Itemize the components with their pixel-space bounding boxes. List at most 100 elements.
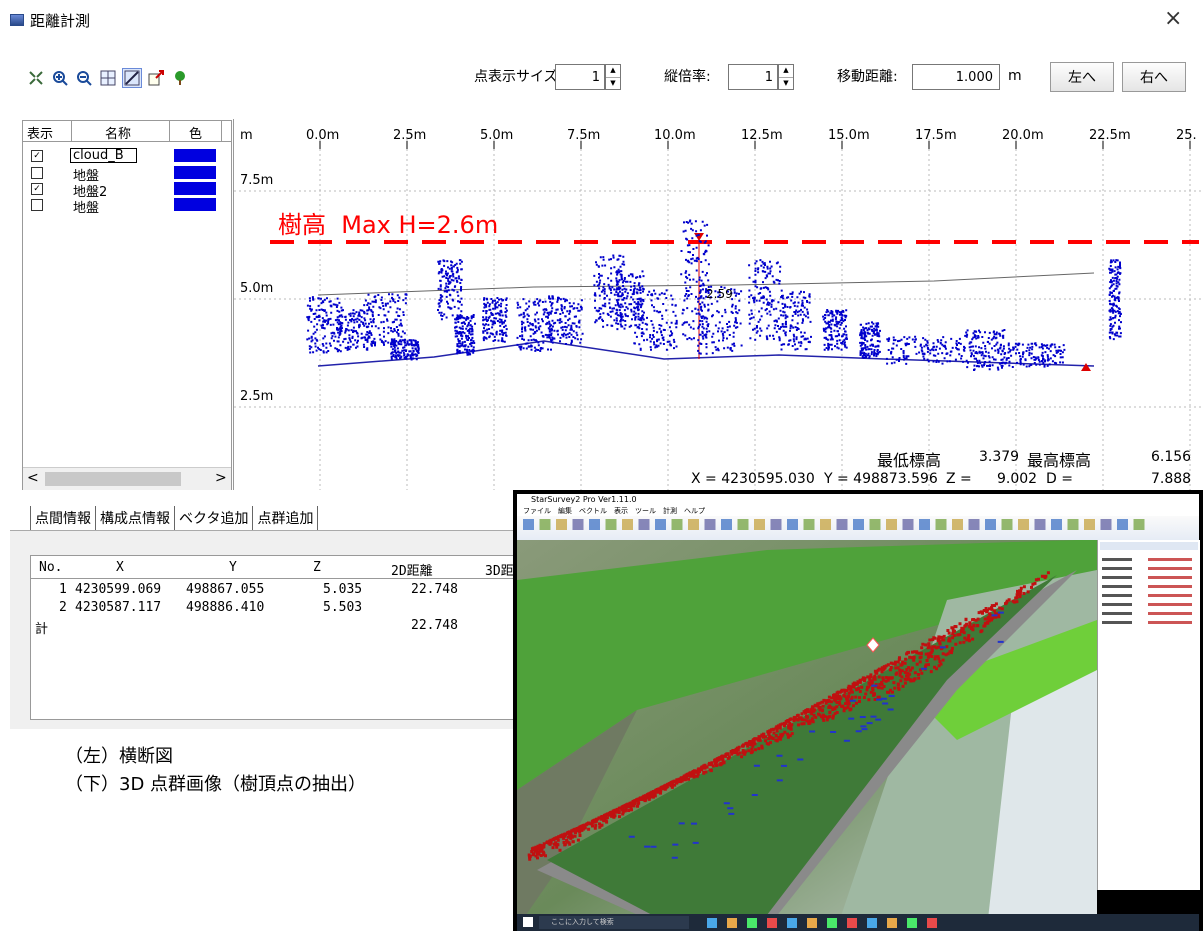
x-tick-label: 5.0m bbox=[480, 128, 514, 143]
layer-name: 地盤 bbox=[73, 201, 100, 216]
z-value: 9.002 bbox=[997, 471, 1038, 487]
row1-2d: 22.748 bbox=[411, 582, 458, 597]
grid-icon[interactable] bbox=[98, 68, 118, 88]
x-tick-label: 10.0m bbox=[654, 128, 696, 143]
layer-checkbox[interactable] bbox=[31, 167, 43, 179]
cursor-x: X = 4230595.030 bbox=[691, 471, 815, 487]
tab-vertex-info[interactable]: 構成点情報 bbox=[96, 506, 175, 530]
vertical-scale-stepper[interactable]: ▲ ▼ bbox=[778, 64, 794, 90]
tree-icon[interactable] bbox=[170, 68, 190, 88]
point-size-stepper[interactable]: ▲ ▼ bbox=[605, 64, 621, 90]
inset-ribbon bbox=[517, 516, 1199, 541]
col-z: Z bbox=[313, 560, 321, 575]
vertical-scale-input[interactable]: 1 bbox=[728, 64, 778, 90]
layer-list: 表示 名称 色 ✓ cloud_B 地盤 ✓ 地盤2 地盤 < > bbox=[22, 120, 232, 490]
info-tabs: 点間情報 構成点情報 ベクタ追加 点群追加 bbox=[30, 506, 319, 530]
fit-icon[interactable] bbox=[26, 68, 46, 88]
distance-value: 7.888 bbox=[1151, 471, 1192, 487]
move-right-button[interactable]: 右へ bbox=[1122, 62, 1186, 92]
scroll-right-icon[interactable]: > bbox=[215, 470, 227, 486]
layer-checkbox[interactable]: ✓ bbox=[31, 183, 43, 195]
row2-z: 5.503 bbox=[323, 600, 363, 615]
inset-layer-panel bbox=[1097, 540, 1200, 890]
toolbar bbox=[26, 68, 190, 90]
layer-name: 地盤 bbox=[73, 169, 100, 184]
vertical-scale-label: 縦倍率: bbox=[664, 69, 711, 85]
start-icon bbox=[523, 917, 533, 927]
tab-point-info[interactable]: 点間情報 bbox=[30, 506, 96, 530]
layer-name: 地盤2 bbox=[73, 185, 108, 200]
y-tick-label: 2.5m bbox=[240, 389, 274, 404]
zoom-in-icon[interactable] bbox=[50, 68, 70, 88]
layer-row[interactable]: ✓ cloud_B bbox=[23, 148, 231, 163]
row1-z: 5.035 bbox=[323, 582, 363, 597]
layer-row[interactable]: 地盤 bbox=[23, 165, 231, 184]
col-2d-distance: 2D距離 bbox=[391, 564, 433, 579]
row1-no: 1 bbox=[59, 582, 67, 597]
cursor-z-label: Z = bbox=[946, 471, 972, 487]
layer-checkbox[interactable] bbox=[31, 199, 43, 211]
window-icon bbox=[10, 14, 24, 26]
header-visible: 表示 bbox=[27, 127, 54, 142]
x-tick-label: 7.5m bbox=[567, 128, 601, 143]
layer-color-swatch[interactable] bbox=[174, 149, 216, 162]
layer-row[interactable]: 地盤 bbox=[23, 197, 231, 216]
x-tick-label: 0.0m bbox=[306, 128, 340, 143]
cross-section-canvas[interactable] bbox=[234, 119, 1203, 490]
layer-row[interactable]: ✓ 地盤2 bbox=[23, 181, 231, 200]
move-distance-label: 移動距離: bbox=[837, 69, 898, 85]
point-size-input[interactable]: 1 bbox=[555, 64, 605, 90]
col-x: X bbox=[116, 560, 124, 575]
x-tick-label: 25. bbox=[1176, 128, 1197, 143]
x-tick-label: 22.5m bbox=[1089, 128, 1131, 143]
x-axis-unit: m bbox=[240, 128, 253, 143]
col-3d-distance: 3D距 bbox=[485, 564, 514, 579]
tab-add-pointcloud[interactable]: 点群追加 bbox=[253, 506, 319, 530]
header-color: 色 bbox=[189, 127, 203, 142]
col-y: Y bbox=[229, 560, 237, 575]
horizontal-scrollbar[interactable]: < > bbox=[23, 467, 231, 490]
x-tick-label: 15.0m bbox=[828, 128, 870, 143]
layer-color-swatch[interactable] bbox=[174, 198, 216, 211]
inset-menu: ファイル 編集 ベクトル 表示 ツール 計測 ヘルプ bbox=[517, 506, 1199, 516]
inset-title: StarSurvey2 Pro Ver1.11.0 bbox=[517, 494, 1199, 506]
row1-x: 4230599.069 bbox=[75, 582, 162, 597]
cursor-y: Y = 498873.596 bbox=[824, 471, 938, 487]
x-tick-label: 12.5m bbox=[741, 128, 783, 143]
move-distance-input[interactable]: 1.000 bbox=[912, 64, 1000, 90]
title-bar: 距離計測 × bbox=[0, 0, 1203, 40]
cross-section-view[interactable]: m 0.0m 2.5m 5.0m 7.5m 10.0m 12.5m 15.0m 17.5m 20… bbox=[233, 119, 1203, 490]
caption-left: （左）横断図 bbox=[65, 746, 173, 767]
y-tick-label: 5.0m bbox=[240, 281, 274, 296]
y-tick-label: 7.5m bbox=[240, 173, 274, 188]
layer-color-swatch[interactable] bbox=[174, 166, 216, 179]
caption-bottom: （下）3D 点群画像（樹頂点の抽出） bbox=[65, 774, 367, 795]
max-elevation-value: 6.156 bbox=[1151, 449, 1192, 465]
zoom-out-icon[interactable] bbox=[74, 68, 94, 88]
export-icon[interactable] bbox=[146, 68, 166, 88]
scroll-left-icon[interactable]: < bbox=[27, 470, 39, 486]
taskbar-search: ここに入力して検索 bbox=[539, 916, 689, 929]
min-elevation-label: 最低標高 bbox=[877, 451, 942, 470]
close-icon[interactable]: × bbox=[1164, 6, 1183, 31]
min-elevation-value: 3.379 bbox=[979, 449, 1020, 465]
total-2d: 22.748 bbox=[411, 618, 458, 633]
total-label: 計 bbox=[35, 622, 49, 637]
layer-list-header: 表示 名称 色 bbox=[23, 121, 231, 142]
row2-x: 4230587.117 bbox=[75, 600, 162, 615]
section-icon[interactable] bbox=[122, 68, 142, 88]
layer-color-swatch[interactable] bbox=[174, 182, 216, 195]
header-name: 名称 bbox=[105, 127, 132, 142]
row2-y: 498886.410 bbox=[186, 600, 265, 615]
window-title: 距離計測 bbox=[30, 12, 91, 30]
measurement-table: No. X Y Z 2D距離 3D距 1 4230599.069 498867.… bbox=[30, 555, 530, 720]
pointcloud-3d-screenshot: StarSurvey2 Pro Ver1.11.0 ファイル 編集 ベクトル 表… bbox=[513, 490, 1203, 931]
max-height-annotation: 樹高 Max H=2.6m bbox=[278, 211, 499, 239]
col-no: No. bbox=[39, 560, 63, 575]
layer-checkbox[interactable]: ✓ bbox=[31, 150, 43, 162]
pointcloud-view bbox=[517, 540, 1097, 928]
move-left-button[interactable]: 左へ bbox=[1050, 62, 1114, 92]
row2-no: 2 bbox=[59, 600, 67, 615]
scroll-thumb[interactable] bbox=[45, 472, 181, 486]
tab-add-vector[interactable]: ベクタ追加 bbox=[175, 506, 254, 530]
